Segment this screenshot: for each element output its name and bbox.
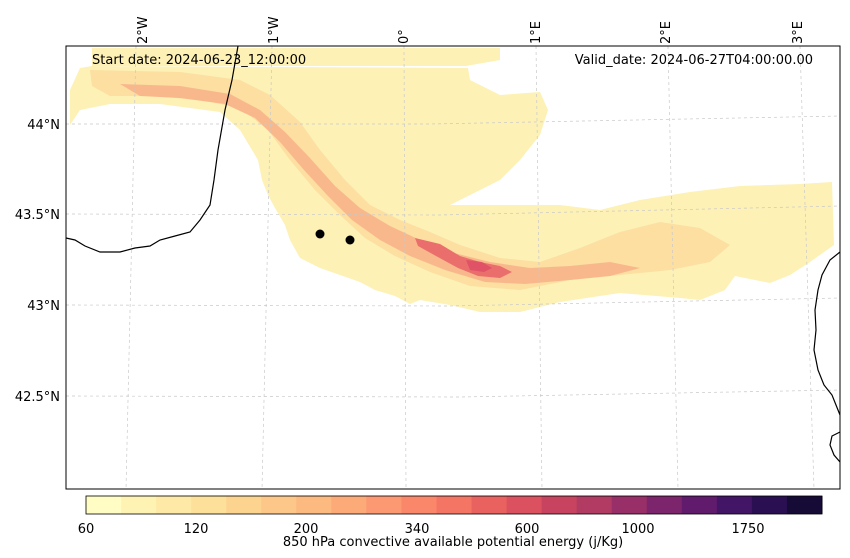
colorbar-ticks: 60 120 200 340 600 1000 1750 — [78, 522, 765, 537]
latitude-labels: 44°N 43.5°N 43°N 42.5°N — [15, 118, 60, 405]
colorbar-cell — [366, 496, 402, 514]
lon-label: 2°E — [659, 21, 674, 44]
colorbar-cell — [541, 496, 578, 514]
colorbar-tick-label: 1000 — [621, 522, 654, 537]
colorbar-cell — [646, 496, 683, 514]
longitude-labels: 2°W 1°W 0° 1°E 2°E 3°E — [136, 16, 806, 44]
colorbar: 60 120 200 340 600 1000 1750 850 hPa con… — [78, 495, 823, 550]
lon-label: 2°W — [136, 16, 151, 44]
colorbar-cell — [506, 496, 543, 514]
colorbar-cell — [611, 496, 648, 514]
lat-label: 44°N — [27, 118, 60, 133]
gridlines — [65, 45, 841, 490]
colorbar-tick-label: 1750 — [731, 522, 764, 537]
lat-label: 43.5°N — [15, 208, 60, 223]
colorbar-frame — [85, 495, 823, 515]
colorbar-cells — [86, 496, 823, 514]
lon-label: 1°W — [267, 16, 282, 44]
colorbar-cell — [786, 496, 823, 514]
station-point — [315, 229, 325, 239]
colorbar-cell — [261, 496, 297, 514]
coastline — [65, 45, 841, 463]
lat-label: 43°N — [27, 299, 60, 314]
lon-label: 3°E — [791, 21, 806, 44]
colorbar-cell — [576, 496, 613, 514]
colorbar-cell — [681, 496, 718, 514]
station-point — [345, 235, 355, 245]
colorbar-cell — [156, 496, 192, 514]
colorbar-cell — [86, 496, 122, 514]
lon-label: 1°E — [529, 21, 544, 44]
colorbar-cell — [191, 496, 227, 514]
colorbar-tick-label: 60 — [78, 522, 95, 537]
colorbar-cell — [296, 496, 332, 514]
colorbar-tick-label: 200 — [294, 522, 319, 537]
colorbar-cell — [401, 496, 437, 514]
valid-date-label: Valid_date: 2024-06-27T04:00:00.00 — [575, 53, 813, 68]
colorbar-cell — [716, 496, 753, 514]
start-date-label: Start date: 2024-06-23_12:00:00 — [92, 53, 306, 68]
cape-field — [70, 48, 834, 312]
colorbar-label: 850 hPa convective available potential e… — [283, 535, 623, 550]
lon-label: 0° — [397, 29, 412, 44]
lat-label: 42.5°N — [15, 390, 60, 405]
colorbar-tick-label: 340 — [405, 522, 430, 537]
station-points — [315, 229, 355, 245]
colorbar-cell — [751, 496, 788, 514]
colorbar-cell — [471, 496, 508, 514]
map-panel — [65, 45, 841, 490]
colorbar-tick-label: 600 — [515, 522, 540, 537]
colorbar-tick-label: 120 — [184, 522, 209, 537]
colorbar-cell — [331, 496, 367, 514]
cape-peak-core — [466, 260, 492, 272]
colorbar-cell — [121, 496, 157, 514]
colorbar-cell — [436, 496, 473, 514]
colorbar-cell — [226, 496, 262, 514]
